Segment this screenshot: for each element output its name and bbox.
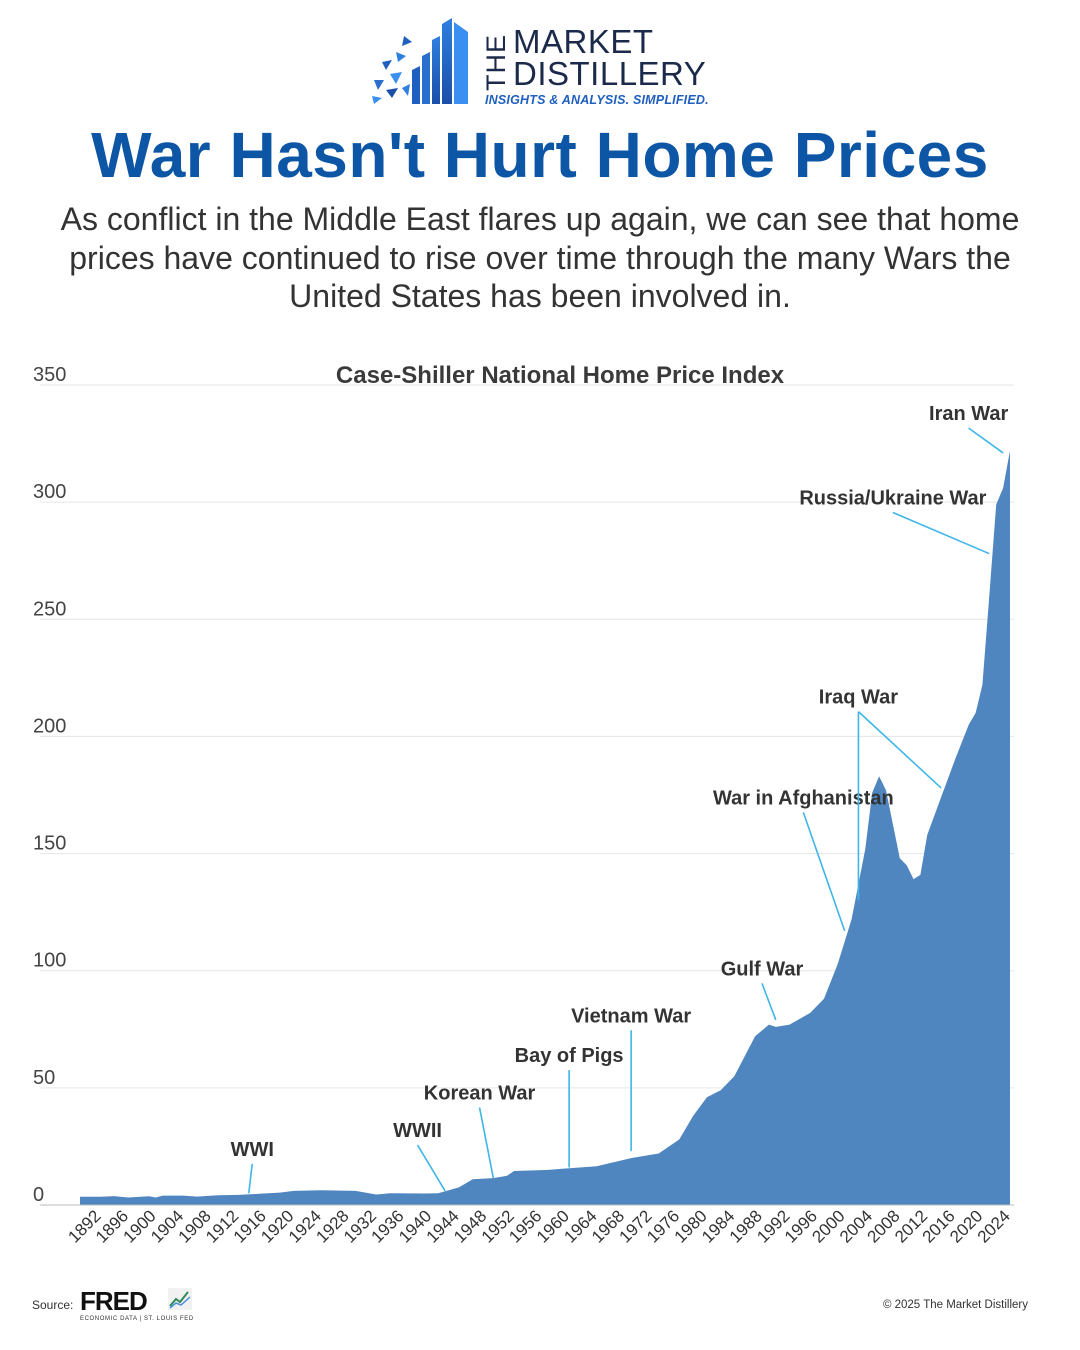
- annotation-leader-line: [761, 983, 777, 1021]
- annotation-label: Korean War: [424, 1083, 536, 1105]
- y-tick-label: 50: [33, 1067, 55, 1089]
- annotation-label: WWI: [231, 1139, 274, 1161]
- y-tick-label: 0: [33, 1184, 44, 1206]
- fred-chart-icon: [168, 1288, 192, 1310]
- fred-logo: FRED: [80, 1286, 148, 1316]
- y-tick-label: 150: [33, 833, 66, 855]
- annotation-leader-line: [968, 427, 1004, 454]
- headline: War Hasn't Hurt Home Prices: [91, 119, 989, 191]
- annotation-leader-line: [478, 1107, 495, 1179]
- chart-title: Case-Shiller National Home Price Index: [336, 362, 785, 389]
- home-price-chart: 0 50 100 150 200 250 300 350 Case-Shiller Nation…: [33, 362, 1014, 1247]
- annotation-leader-line: [857, 711, 942, 789]
- source-credit: Source: FRED ECONOMIC DATA | ST. LOUIS F…: [32, 1286, 232, 1328]
- copyright: © 2025 The Market Distillery: [882, 1299, 1028, 1311]
- annotation-leader-line: [892, 511, 990, 555]
- y-tick-label: 200: [33, 715, 66, 737]
- annotation-leader-line: [416, 1144, 446, 1192]
- subtitle: As conflict in the Middle East flares up…: [60, 201, 1020, 314]
- skyline-logo-icon: [372, 18, 468, 104]
- y-tick-label: 100: [33, 950, 66, 972]
- y-tick-label: 300: [33, 481, 66, 503]
- y-tick-label: 250: [33, 598, 66, 620]
- brand-logo: THE MARKET DISTILLERY INSIGHTS & ANALYSI…: [368, 18, 713, 110]
- annotation-leader-line: [247, 1163, 254, 1194]
- annotation-label: Iraq War: [819, 687, 898, 709]
- brand-word-distillery: DISTILLERY: [513, 55, 707, 92]
- annotation-label: Gulf War: [721, 958, 804, 980]
- annotation-label: Bay of Pigs: [515, 1045, 624, 1067]
- source-label: Source:: [32, 1298, 74, 1312]
- annotation-label: Vietnam War: [571, 1005, 691, 1027]
- x-tick-label: 2024: [974, 1206, 1014, 1246]
- price-area-series: [80, 450, 1010, 1206]
- annotation-label: Russia/Ukraine War: [799, 487, 986, 509]
- annotation-label: WWII: [393, 1120, 442, 1142]
- annotation-leader-line: [802, 812, 846, 932]
- brand-tagline: INSIGHTS & ANALYSIS. SIMPLIFIED.: [485, 93, 709, 107]
- annotation-label: War in Afghanistan: [713, 787, 894, 809]
- annotation-label: Iran War: [929, 403, 1008, 425]
- y-tick-label: 350: [33, 364, 66, 386]
- brand-word-market: MARKET: [513, 23, 654, 60]
- fred-subtitle: ECONOMIC DATA | ST. LOUIS FED: [80, 1316, 194, 1322]
